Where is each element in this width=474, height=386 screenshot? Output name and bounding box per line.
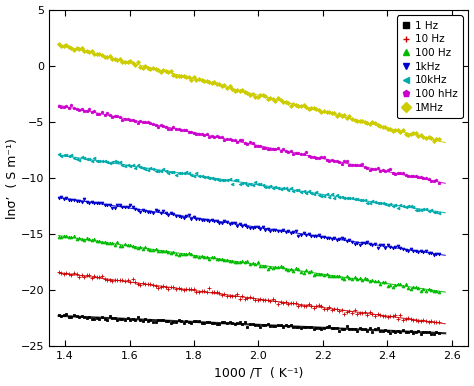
- 1kHz: [273, 228, 278, 232]
- 10 Hz: [206, 286, 212, 291]
- 10kHz: [181, 171, 186, 175]
- Legend: 1 Hz, 10 Hz, 100 Hz, 1kHz, 10kHz, 100 hHz, 1MHz: 1 Hz, 10 Hz, 100 Hz, 1kHz, 10kHz, 100 hH…: [397, 15, 463, 118]
- 100 Hz: [56, 234, 62, 239]
- Line: 10kHz: 10kHz: [57, 153, 440, 215]
- 1 Hz: [321, 326, 327, 330]
- 1 Hz: [257, 325, 263, 329]
- 10kHz: [436, 211, 442, 216]
- 100 Hz: [436, 290, 442, 295]
- 1kHz: [257, 226, 263, 231]
- 1 Hz: [209, 321, 215, 325]
- 1kHz: [431, 252, 437, 257]
- 10 Hz: [270, 296, 276, 301]
- 10 Hz: [255, 298, 261, 302]
- 100 hHz: [56, 104, 62, 108]
- 100 hHz: [257, 144, 263, 149]
- 1MHz: [206, 80, 212, 85]
- 10 Hz: [370, 312, 375, 317]
- 10kHz: [370, 199, 375, 203]
- 100 hHz: [69, 103, 74, 107]
- 1 Hz: [431, 332, 437, 337]
- Line: 100 Hz: 100 Hz: [57, 234, 440, 294]
- 1kHz: [321, 234, 327, 239]
- Line: 1 Hz: 1 Hz: [57, 313, 440, 335]
- 100 Hz: [321, 273, 327, 277]
- 100 hHz: [273, 146, 278, 151]
- 10kHz: [206, 175, 212, 180]
- 100 hHz: [321, 155, 327, 159]
- Line: 1kHz: 1kHz: [57, 195, 440, 256]
- Line: 10 Hz: 10 Hz: [56, 270, 441, 325]
- 1kHz: [209, 218, 215, 222]
- 1kHz: [58, 195, 64, 199]
- 1MHz: [56, 42, 62, 46]
- 100 Hz: [61, 233, 67, 238]
- 1MHz: [255, 95, 261, 99]
- 1kHz: [183, 213, 189, 218]
- 100 Hz: [183, 252, 189, 256]
- 10 Hz: [56, 270, 62, 275]
- X-axis label: 1000 /T  ( K⁻¹): 1000 /T ( K⁻¹): [214, 367, 303, 380]
- 1kHz: [56, 195, 62, 200]
- Y-axis label: lnσ’  ( S m⁻¹): lnσ’ ( S m⁻¹): [6, 138, 19, 219]
- Line: 1MHz: 1MHz: [57, 43, 440, 143]
- 100 hHz: [436, 181, 442, 185]
- 10kHz: [56, 152, 62, 156]
- 10kHz: [319, 193, 324, 198]
- 1 Hz: [273, 324, 278, 328]
- 1 Hz: [64, 312, 69, 317]
- 1 Hz: [436, 330, 442, 335]
- 100 Hz: [209, 255, 215, 260]
- 10 Hz: [319, 304, 324, 308]
- 100 Hz: [273, 265, 278, 269]
- 10 Hz: [426, 320, 431, 325]
- 1MHz: [431, 139, 437, 144]
- 1MHz: [436, 137, 442, 142]
- 1MHz: [270, 96, 276, 101]
- 1MHz: [370, 119, 375, 124]
- Line: 100 hHz: 100 hHz: [57, 103, 440, 184]
- 100 hHz: [372, 167, 378, 171]
- 1 Hz: [56, 313, 62, 318]
- 1kHz: [436, 252, 442, 256]
- 1kHz: [372, 242, 378, 246]
- 10kHz: [255, 181, 261, 186]
- 100 Hz: [372, 279, 378, 283]
- 100 hHz: [209, 134, 215, 139]
- 1 Hz: [183, 319, 189, 323]
- 10 Hz: [181, 288, 186, 293]
- 1MHz: [181, 74, 186, 78]
- 1MHz: [319, 110, 324, 114]
- 10 Hz: [436, 320, 442, 325]
- 100 Hz: [257, 264, 263, 268]
- 10kHz: [270, 186, 276, 191]
- 100 hHz: [183, 128, 189, 132]
- 1 Hz: [372, 327, 378, 332]
